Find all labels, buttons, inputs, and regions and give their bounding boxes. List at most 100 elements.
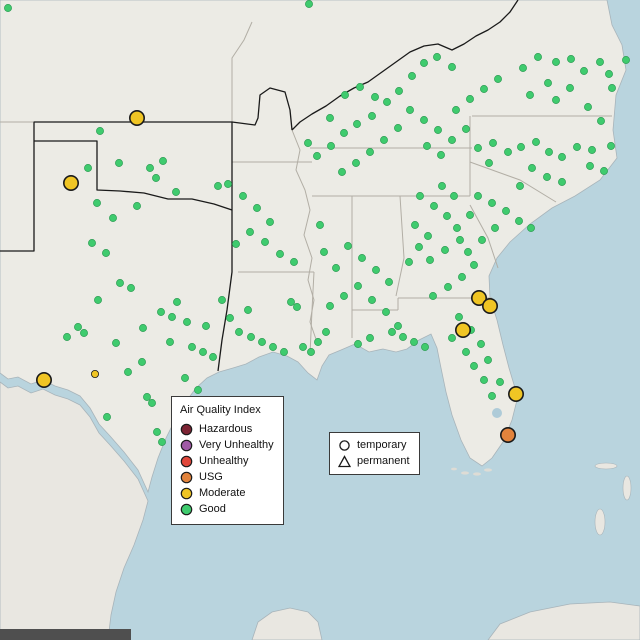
- aqi-station-marker-good[interactable]: [448, 334, 456, 342]
- aqi-station-marker-good[interactable]: [527, 224, 535, 232]
- aqi-station-marker-good[interactable]: [406, 106, 414, 114]
- aqi-station-marker-good[interactable]: [426, 256, 434, 264]
- aqi-station-marker-good[interactable]: [420, 116, 428, 124]
- aqi-station-marker-good[interactable]: [372, 266, 380, 274]
- aqi-station-marker-good[interactable]: [148, 399, 156, 407]
- aqi-station-marker-good[interactable]: [444, 283, 452, 291]
- aqi-station-marker-good[interactable]: [388, 328, 396, 336]
- aqi-station-marker-good[interactable]: [608, 84, 616, 92]
- aqi-station-marker-good[interactable]: [218, 296, 226, 304]
- aqi-station-marker-good[interactable]: [143, 393, 151, 401]
- aqi-station-marker-moderate_large[interactable]: [35, 371, 52, 388]
- aqi-station-marker-good[interactable]: [488, 199, 496, 207]
- aqi-station-marker-good[interactable]: [235, 328, 243, 336]
- aqi-station-marker-good[interactable]: [276, 250, 284, 258]
- aqi-station-marker-good[interactable]: [124, 368, 132, 376]
- aqi-station-marker-good[interactable]: [480, 85, 488, 93]
- aqi-station-marker-good[interactable]: [480, 376, 488, 384]
- aqi-station-marker-good[interactable]: [504, 148, 512, 156]
- aqi-station-marker-usg[interactable]: [499, 426, 516, 443]
- aqi-station-marker-good[interactable]: [88, 239, 96, 247]
- aqi-station-marker-good[interactable]: [246, 228, 254, 236]
- aqi-station-marker-good[interactable]: [491, 224, 499, 232]
- aqi-station-marker-good[interactable]: [209, 353, 217, 361]
- aqi-station-marker-good[interactable]: [383, 98, 391, 106]
- aqi-station-marker-moderate_large[interactable]: [470, 289, 487, 306]
- aqi-station-marker-good[interactable]: [269, 343, 277, 351]
- aqi-station-marker-good[interactable]: [596, 58, 604, 66]
- aqi-station-marker-good[interactable]: [478, 236, 486, 244]
- aqi-station-marker-good[interactable]: [394, 322, 402, 330]
- aqi-station-marker-good[interactable]: [133, 202, 141, 210]
- aqi-station-marker-good[interactable]: [466, 211, 474, 219]
- aqi-station-marker-good[interactable]: [410, 338, 418, 346]
- aqi-station-marker-good[interactable]: [405, 258, 413, 266]
- aqi-station-marker-good[interactable]: [597, 117, 605, 125]
- aqi-station-marker-good[interactable]: [103, 413, 111, 421]
- aqi-station-marker-good[interactable]: [484, 356, 492, 364]
- aqi-station-marker-good[interactable]: [102, 249, 110, 257]
- aqi-station-marker-good[interactable]: [399, 333, 407, 341]
- aqi-station-marker-good[interactable]: [385, 278, 393, 286]
- aqi-station-marker-moderate_large[interactable]: [62, 175, 79, 192]
- aqi-station-marker-good[interactable]: [622, 56, 630, 64]
- aqi-station-marker-good[interactable]: [166, 338, 174, 346]
- aqi-station-marker-good[interactable]: [434, 126, 442, 134]
- aqi-station-marker-good[interactable]: [411, 221, 419, 229]
- aqi-station-marker-moderate_small[interactable]: [91, 369, 100, 378]
- aqi-station-marker-good[interactable]: [532, 138, 540, 146]
- aqi-station-marker-good[interactable]: [429, 292, 437, 300]
- aqi-station-marker-good[interactable]: [80, 329, 88, 337]
- aqi-station-marker-good[interactable]: [371, 93, 379, 101]
- aqi-station-marker-good[interactable]: [63, 333, 71, 341]
- aqi-station-marker-good[interactable]: [470, 362, 478, 370]
- aqi-station-marker-good[interactable]: [586, 162, 594, 170]
- aqi-station-marker-good[interactable]: [366, 148, 374, 156]
- aqi-station-marker-good[interactable]: [488, 392, 496, 400]
- aqi-station-marker-good[interactable]: [452, 106, 460, 114]
- aqi-station-marker-good[interactable]: [489, 139, 497, 147]
- aqi-station-marker-good[interactable]: [423, 142, 431, 150]
- aqi-station-marker-good[interactable]: [280, 348, 288, 356]
- aqi-station-marker-good[interactable]: [299, 343, 307, 351]
- aqi-station-marker-good[interactable]: [474, 192, 482, 200]
- aqi-station-marker-good[interactable]: [534, 53, 542, 61]
- aqi-station-marker-good[interactable]: [188, 343, 196, 351]
- aqi-station-marker-good[interactable]: [116, 279, 124, 287]
- aqi-station-marker-good[interactable]: [322, 328, 330, 336]
- aqi-station-marker-good[interactable]: [453, 224, 461, 232]
- aqi-station-marker-good[interactable]: [466, 95, 474, 103]
- aqi-station-marker-good[interactable]: [112, 339, 120, 347]
- aqi-station-marker-good[interactable]: [421, 343, 429, 351]
- aqi-station-marker-moderate_large[interactable]: [507, 385, 524, 402]
- aqi-station-marker-good[interactable]: [304, 139, 312, 147]
- aqi-station-marker-good[interactable]: [226, 314, 234, 322]
- aqi-station-marker-good[interactable]: [232, 240, 240, 248]
- aqi-station-marker-good[interactable]: [352, 159, 360, 167]
- aqi-station-marker-good[interactable]: [600, 167, 608, 175]
- aqi-station-marker-good[interactable]: [253, 204, 261, 212]
- aqi-station-marker-good[interactable]: [526, 91, 534, 99]
- aqi-station-marker-good[interactable]: [340, 292, 348, 300]
- aqi-station-marker-good[interactable]: [573, 143, 581, 151]
- aqi-station-marker-good[interactable]: [477, 340, 485, 348]
- aqi-station-marker-moderate_large[interactable]: [454, 321, 471, 338]
- aqi-station-marker-good[interactable]: [214, 182, 222, 190]
- aqi-station-marker-good[interactable]: [74, 323, 82, 331]
- aqi-station-marker-good[interactable]: [485, 159, 493, 167]
- aqi-station-marker-good[interactable]: [545, 148, 553, 156]
- aqi-station-marker-good[interactable]: [158, 438, 166, 446]
- aqi-station-marker-good[interactable]: [437, 151, 445, 159]
- aqi-station-marker-moderate_large[interactable]: [129, 110, 146, 127]
- aqi-station-marker-good[interactable]: [462, 125, 470, 133]
- aqi-station-marker-good[interactable]: [93, 199, 101, 207]
- aqi-station-marker-good[interactable]: [358, 254, 366, 262]
- aqi-station-marker-good[interactable]: [456, 236, 464, 244]
- aqi-station-marker-good[interactable]: [516, 182, 524, 190]
- aqi-station-marker-good[interactable]: [316, 221, 324, 229]
- aqi-station-marker-good[interactable]: [448, 63, 456, 71]
- aqi-station-marker-good[interactable]: [566, 84, 574, 92]
- aqi-station-marker-good[interactable]: [109, 214, 117, 222]
- aqi-station-marker-good[interactable]: [247, 333, 255, 341]
